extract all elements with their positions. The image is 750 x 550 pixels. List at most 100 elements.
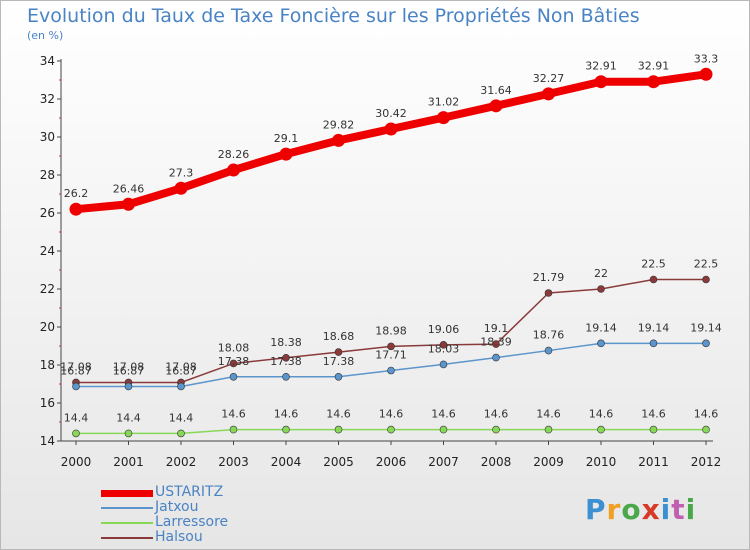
data-label-ustaritz: 33.3 [694, 52, 719, 65]
data-point-jatxou [387, 366, 395, 375]
y-tick-label: 26 [40, 206, 55, 220]
data-point-ustaritz [594, 75, 608, 89]
data-point-ustaritz [489, 99, 503, 113]
data-label-halsou: 18.98 [375, 324, 407, 337]
data-point-ustaritz [279, 147, 293, 161]
data-label-ustaritz: 32.91 [638, 60, 670, 73]
y-tick-label: 32 [40, 92, 55, 106]
y-tick-label: 14 [40, 434, 55, 448]
data-point-ustaritz [122, 197, 135, 211]
data-point-ustaritz [227, 163, 240, 177]
data-label-jatxou: 16.87 [60, 364, 92, 377]
data-label-larressore: 14.6 [274, 408, 299, 421]
data-point-larressore [387, 425, 395, 434]
data-point-halsou [229, 359, 238, 368]
data-point-halsou [439, 341, 448, 349]
data-label-ustaritz: 29.1 [274, 132, 299, 145]
y-tick-label: 24 [40, 244, 55, 258]
y-tick-label: 16 [40, 396, 55, 410]
data-label-halsou: 17.08 [60, 360, 92, 373]
y-tick-label: 22 [40, 282, 55, 296]
data-point-larressore [702, 425, 710, 434]
legend-label: Halsou [155, 529, 203, 545]
x-tick-label: 2005 [323, 455, 354, 469]
data-label-ustaritz: 31.02 [428, 96, 460, 109]
data-label-halsou: 22.5 [694, 258, 719, 271]
data-point-jatxou [702, 339, 710, 348]
data-point-halsou [334, 348, 343, 356]
data-point-ustaritz [69, 202, 83, 216]
data-point-larressore [72, 429, 80, 438]
data-point-jatxou [649, 339, 658, 348]
data-point-larressore [439, 425, 448, 434]
data-label-jatxou: 17.38 [270, 355, 302, 368]
data-label-jatxou: 17.38 [218, 355, 250, 368]
data-point-ustaritz [332, 133, 345, 147]
data-label-larressore: 14.4 [116, 411, 141, 424]
logo-letter: P [585, 493, 607, 526]
legend-swatch [101, 489, 153, 497]
legend-swatch [101, 537, 153, 539]
data-label-ustaritz: 26.46 [113, 182, 145, 195]
legend-swatch [101, 507, 153, 509]
data-label-larressore: 14.6 [379, 408, 404, 421]
x-tick-label: 2009 [533, 455, 564, 469]
x-tick-label: 2001 [113, 455, 144, 469]
proxiti-logo: Proxiti [585, 493, 696, 526]
data-label-jatxou: 17.38 [323, 355, 355, 368]
y-tick-label: 30 [40, 130, 55, 144]
data-point-halsou [492, 340, 500, 348]
data-label-jatxou: 18.03 [428, 342, 460, 355]
x-tick-label: 2002 [166, 455, 197, 469]
legend-label: Jatxou [155, 499, 199, 515]
data-label-larressore: 14.6 [431, 408, 456, 421]
data-point-jatxou [282, 372, 290, 381]
data-label-jatxou: 18.76 [533, 329, 565, 342]
data-label-larressore: 14.6 [326, 408, 351, 421]
data-label-halsou: 18.68 [323, 330, 355, 343]
data-point-halsou [702, 275, 710, 284]
data-label-jatxou: 17.71 [375, 349, 407, 362]
data-label-ustaritz: 32.27 [533, 72, 565, 85]
chart-unit-label: (en %) [27, 29, 64, 42]
logo-letter: i [685, 493, 697, 526]
data-label-halsou: 19.06 [428, 323, 460, 336]
data-point-ustaritz [647, 75, 660, 89]
data-point-jatxou [544, 346, 553, 355]
y-tick-label: 20 [40, 320, 55, 334]
data-label-halsou: 19.1 [484, 322, 509, 335]
chart-title: Evolution du Taux de Taxe Foncière sur l… [27, 5, 640, 27]
x-tick-label: 2008 [481, 455, 512, 469]
x-tick-label: 2006 [376, 455, 407, 469]
data-label-jatxou: 19.14 [585, 321, 617, 334]
data-point-halsou [544, 289, 553, 297]
data-label-larressore: 14.6 [221, 408, 246, 421]
data-point-halsou [649, 275, 658, 284]
data-point-jatxou [72, 382, 80, 391]
data-label-larressore: 14.4 [64, 411, 89, 424]
data-point-ustaritz [699, 67, 713, 81]
logo-letter: o [621, 493, 642, 526]
data-point-ustaritz [542, 87, 555, 101]
logo-letter: r [606, 493, 622, 526]
data-point-jatxou [177, 382, 185, 391]
data-point-larressore [597, 425, 605, 434]
x-tick-label: 2007 [428, 455, 459, 469]
data-point-larressore [282, 425, 290, 434]
data-label-jatxou: 19.14 [638, 321, 670, 334]
data-label-larressore: 14.6 [694, 408, 719, 421]
x-tick-label: 2012 [691, 455, 722, 469]
data-label-larressore: 14.6 [641, 408, 666, 421]
data-label-halsou: 21.79 [533, 271, 565, 284]
data-label-halsou: 22 [594, 267, 608, 280]
data-point-ustaritz [437, 111, 450, 125]
data-label-jatxou: 19.14 [690, 321, 722, 334]
logo-letter: i [660, 493, 672, 526]
data-label-ustaritz: 26.2 [64, 187, 89, 200]
data-point-jatxou [124, 382, 133, 391]
x-tick-label: 2011 [638, 455, 669, 469]
series-line-ustaritz [72, 70, 710, 214]
x-tick-label: 2004 [271, 455, 302, 469]
